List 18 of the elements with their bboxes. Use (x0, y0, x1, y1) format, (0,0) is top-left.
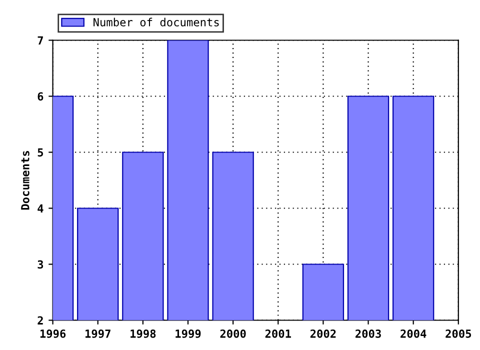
y-tick-label: 4 (38, 204, 44, 212)
x-tick-label: 1996 (40, 329, 66, 338)
x-tick-label: 2005 (446, 329, 472, 338)
y-tick-label: 6 (38, 92, 44, 101)
x-tick-label: 2003 (356, 329, 381, 338)
y-tick-label: 3 (38, 260, 44, 269)
y-tick-label: 5 (38, 148, 44, 157)
x-tick-label: 2004 (400, 329, 426, 338)
legend-label: Number of documents (94, 18, 219, 26)
y-axis-title: Documents (21, 151, 30, 210)
x-tick-label: 2001 (265, 329, 291, 338)
x-tick-label: 1997 (86, 330, 110, 338)
x-tick-label: 1999 (176, 330, 201, 338)
x-tick-label: 2000 (220, 329, 246, 338)
x-tick-label: 1998 (130, 329, 156, 338)
y-tick-label: 7 (38, 36, 43, 44)
x-tick-label: 2002 (310, 329, 336, 338)
y-tick-label: 2 (38, 316, 43, 324)
